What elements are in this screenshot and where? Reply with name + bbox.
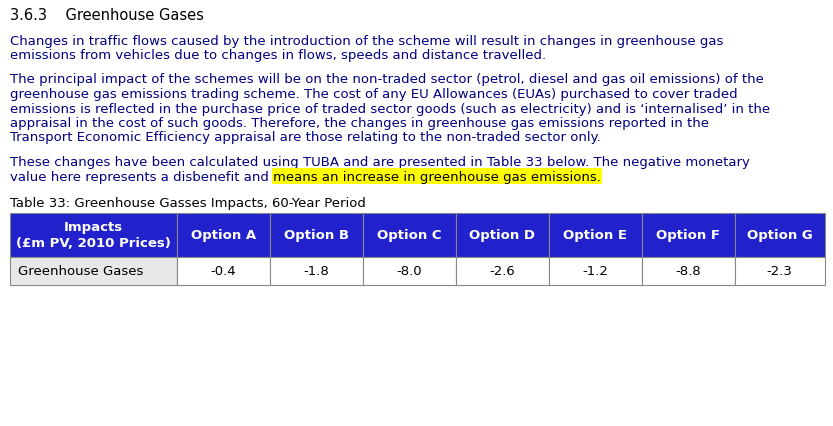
Bar bbox=[177, 257, 270, 285]
Bar bbox=[641, 213, 735, 257]
Bar bbox=[549, 257, 641, 285]
Text: Option F: Option F bbox=[656, 228, 720, 242]
Text: -8.8: -8.8 bbox=[676, 265, 701, 277]
Text: Option C: Option C bbox=[377, 228, 441, 242]
Bar bbox=[641, 257, 735, 285]
Text: Transport Economic Efficiency appraisal are those relating to the non-traded sec: Transport Economic Efficiency appraisal … bbox=[10, 131, 601, 144]
Text: Option A: Option A bbox=[191, 228, 256, 242]
Text: The principal impact of the schemes will be on the non-traded sector (petrol, di: The principal impact of the schemes will… bbox=[10, 73, 764, 86]
Text: 3.6.3    Greenhouse Gases: 3.6.3 Greenhouse Gases bbox=[10, 8, 204, 23]
Bar bbox=[363, 257, 456, 285]
Text: Option G: Option G bbox=[747, 228, 813, 242]
Bar bbox=[735, 257, 825, 285]
Text: Changes in traffic flows caused by the introduction of the scheme will result in: Changes in traffic flows caused by the i… bbox=[10, 35, 723, 47]
Text: greenhouse gas emissions trading scheme. The cost of any EU Allowances (EUAs) pu: greenhouse gas emissions trading scheme.… bbox=[10, 88, 738, 101]
Bar bbox=[456, 257, 549, 285]
Text: appraisal in the cost of such goods. Therefore, the changes in greenhouse gas em: appraisal in the cost of such goods. The… bbox=[10, 117, 709, 130]
Bar bbox=[735, 213, 825, 257]
Bar bbox=[363, 213, 456, 257]
Bar bbox=[10, 257, 177, 285]
Text: -8.0: -8.0 bbox=[397, 265, 422, 277]
Bar bbox=[456, 213, 549, 257]
Text: Table 33: Greenhouse Gasses Impacts, 60-Year Period: Table 33: Greenhouse Gasses Impacts, 60-… bbox=[10, 196, 366, 210]
Text: -2.3: -2.3 bbox=[767, 265, 793, 277]
Bar bbox=[10, 213, 177, 257]
Bar bbox=[549, 213, 641, 257]
Text: -1.8: -1.8 bbox=[303, 265, 329, 277]
Bar bbox=[177, 213, 270, 257]
Text: -2.6: -2.6 bbox=[489, 265, 515, 277]
Bar bbox=[270, 257, 363, 285]
Text: means an increase in greenhouse gas emissions.: means an increase in greenhouse gas emis… bbox=[273, 170, 601, 183]
Text: These changes have been calculated using TUBA and are presented in Table 33 belo: These changes have been calculated using… bbox=[10, 155, 750, 169]
Text: Impacts
(£m PV, 2010 Prices): Impacts (£m PV, 2010 Prices) bbox=[16, 221, 171, 249]
Text: Greenhouse Gases: Greenhouse Gases bbox=[18, 265, 143, 277]
Text: -1.2: -1.2 bbox=[582, 265, 608, 277]
Text: -0.4: -0.4 bbox=[211, 265, 237, 277]
Text: value here represents a disbenefit and: value here represents a disbenefit and bbox=[10, 170, 273, 183]
Text: emissions is reflected in the purchase price of traded sector goods (such as ele: emissions is reflected in the purchase p… bbox=[10, 102, 771, 115]
Text: emissions from vehicles due to changes in flows, speeds and distance travelled.: emissions from vehicles due to changes i… bbox=[10, 49, 546, 62]
Text: Option D: Option D bbox=[469, 228, 536, 242]
Text: Option B: Option B bbox=[284, 228, 349, 242]
Text: Option E: Option E bbox=[563, 228, 627, 242]
Bar bbox=[270, 213, 363, 257]
